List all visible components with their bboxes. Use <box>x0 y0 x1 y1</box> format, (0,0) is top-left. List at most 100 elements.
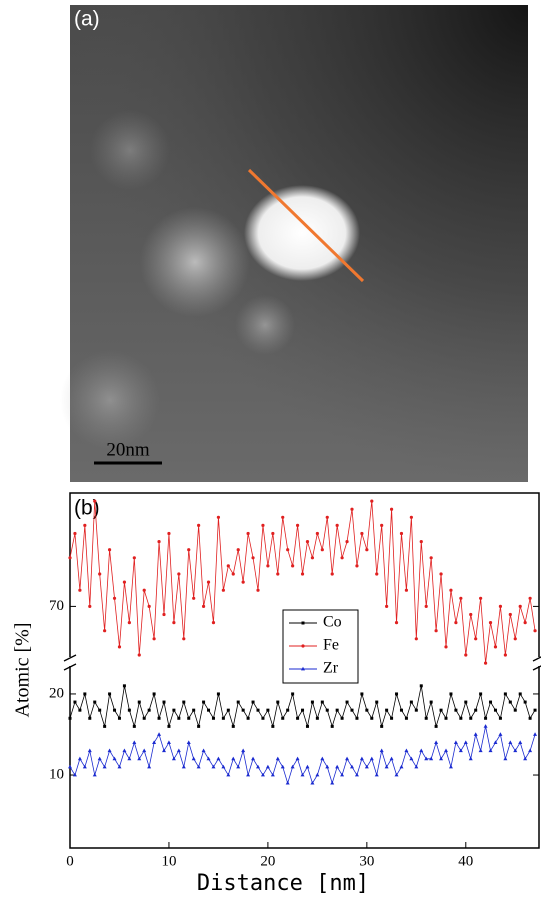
data-line <box>69 685 536 728</box>
data-point <box>380 724 384 728</box>
data-point <box>379 748 384 753</box>
data-point <box>191 756 196 761</box>
data-point <box>231 756 236 761</box>
data-point <box>207 708 211 712</box>
data-point <box>300 772 305 777</box>
data-point <box>300 572 305 576</box>
data-point <box>474 637 478 641</box>
data-point <box>365 708 369 712</box>
data-point <box>157 732 162 736</box>
axis-break-gap <box>67 657 73 666</box>
data-point <box>448 764 453 769</box>
data-point <box>97 756 102 761</box>
micrograph: 20nm (a) <box>60 5 528 482</box>
data-point <box>236 700 240 704</box>
data-point <box>310 556 315 560</box>
data-point <box>424 756 429 761</box>
data-point <box>340 556 344 560</box>
data-point <box>528 748 533 753</box>
data-point <box>434 740 439 744</box>
data-point <box>459 596 463 600</box>
data-point <box>439 708 443 712</box>
data-point <box>137 653 141 657</box>
data-point <box>196 764 201 769</box>
data-point <box>152 637 156 641</box>
data-point <box>186 740 191 744</box>
data-point <box>315 716 319 720</box>
data-point <box>78 588 82 592</box>
data-point <box>256 764 260 769</box>
data-point <box>414 764 419 769</box>
data-point <box>533 732 538 736</box>
data-point <box>261 523 265 528</box>
data-point <box>246 716 250 720</box>
data-point <box>523 756 528 761</box>
data-point <box>281 515 285 519</box>
data-point <box>489 700 493 704</box>
data-point <box>98 572 102 576</box>
data-point <box>320 548 324 552</box>
data-point <box>454 621 458 625</box>
data-point <box>201 748 206 753</box>
data-point <box>473 732 478 736</box>
data-point <box>157 540 161 544</box>
data-point <box>88 716 92 720</box>
panel-label: (a) <box>74 8 100 31</box>
data-point <box>286 708 290 712</box>
data-point <box>132 724 136 728</box>
data-point <box>197 724 201 728</box>
data-point <box>370 499 374 503</box>
data-point <box>167 531 171 536</box>
data-point <box>350 708 354 712</box>
data-point <box>483 724 488 728</box>
data-point <box>463 740 468 744</box>
data-point <box>113 708 117 712</box>
data-point <box>508 740 513 744</box>
data-point <box>112 596 117 600</box>
data-point <box>291 692 295 696</box>
data-point <box>103 724 107 728</box>
legend-marker <box>301 621 305 625</box>
data-point <box>508 700 512 704</box>
data-point <box>221 764 226 769</box>
data-point <box>221 588 225 592</box>
data-point <box>533 708 537 712</box>
data-point <box>142 588 146 592</box>
data-point <box>409 700 413 704</box>
data-point <box>503 692 507 696</box>
data-point <box>305 540 310 544</box>
data-point <box>315 531 319 536</box>
data-point <box>409 515 413 519</box>
data-point <box>275 756 280 761</box>
data-point <box>429 756 434 761</box>
data-point <box>464 653 468 657</box>
data-point <box>389 756 394 761</box>
y-tick-label: 20 <box>49 685 64 701</box>
legend-marker <box>301 666 305 671</box>
data-point <box>147 708 151 712</box>
data-point <box>310 780 315 785</box>
data-point <box>182 637 186 641</box>
data-point <box>315 772 320 777</box>
data-point <box>330 780 335 785</box>
legend-marker <box>301 644 305 648</box>
data-point <box>424 716 428 720</box>
axis-break-gap <box>536 657 541 666</box>
data-point <box>231 572 235 576</box>
data-point <box>226 708 230 712</box>
y-axis-label: Atomic [%] <box>12 623 34 718</box>
data-point <box>469 716 473 720</box>
data-point <box>310 700 314 704</box>
data-point <box>513 748 518 753</box>
data-point <box>270 772 275 777</box>
data-point <box>226 564 230 568</box>
data-point <box>389 507 394 511</box>
axis-break-mark <box>63 663 77 671</box>
x-tick-label: 40 <box>458 853 473 869</box>
data-point <box>285 780 290 785</box>
data-point <box>73 700 77 704</box>
data-point <box>513 708 517 712</box>
data-point <box>246 531 250 536</box>
data-point <box>221 716 225 720</box>
data-point <box>77 756 82 761</box>
